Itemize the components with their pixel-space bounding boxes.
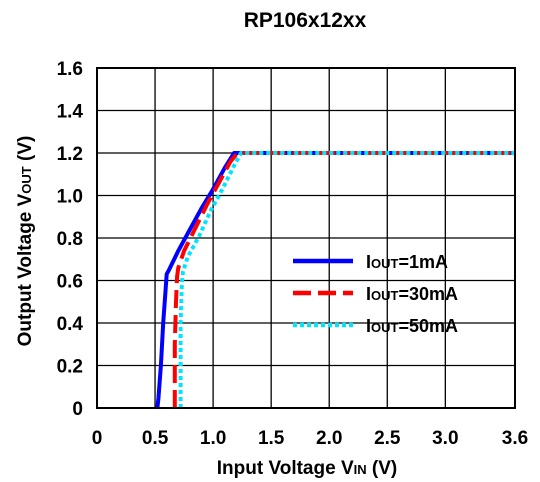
x-axis-label-unit: (V) [367,458,398,479]
y-tick-label: 1.2 [57,144,83,165]
x-tick-label: 2.0 [316,428,342,449]
y-tick-label: 0.8 [57,229,83,250]
x-tick-label: 3.0 [432,428,458,449]
x-axis-label: Input Voltage VIN (V) [217,458,397,479]
y-tick-label: 1.6 [57,59,83,80]
legend-label-rest: =1mA [398,252,448,272]
x-tick-label: 0 [92,428,103,449]
y-axis-label: Output Voltage VOUT (V) [15,136,36,347]
x-tick-label: 2.5 [374,428,401,449]
x-tick-labels: 0 0.5 1.0 1.5 2.0 2.5 3.0 3.6 [92,428,529,449]
legend-label-main: I [366,252,371,272]
legend-label-sub: OUT [371,288,399,303]
legend-label-1: IOUT=30mA [366,284,458,304]
x-tick-label: 3.6 [502,428,528,449]
series-lines [155,151,515,409]
x-tick-label: 1.0 [200,428,226,449]
legend-label-2: IOUT=50mA [366,316,458,336]
plot-frame [96,67,516,409]
series-line-1 [172,151,515,408]
y-tick-labels: 0 0.2 0.4 0.6 0.8 1.0 1.2 1.4 1.6 [57,59,84,420]
y-tick-label: 1.4 [57,102,84,123]
legend-label-sub: OUT [371,256,399,271]
y-axis-label-sub: OUT [19,166,34,194]
y-tick-label: 0 [72,399,83,420]
legend-label-main: I [366,316,371,336]
legend-label-sub: OUT [371,320,399,335]
y-axis-label-unit: (V) [15,136,36,167]
y-tick-label: 0.2 [57,357,83,378]
chart-title: RP106x12xx [244,9,367,32]
x-axis-label-sub: IN [354,462,367,477]
x-tick-label: 0.5 [142,428,169,449]
y-tick-label: 0.4 [57,314,84,335]
y-tick-label: 0.6 [57,272,83,293]
x-tick-label: 1.5 [258,428,285,449]
legend-label-rest: =30mA [398,284,458,304]
x-axis-label-main: Input Voltage V [217,458,354,479]
legend-label-0: IOUT=1mA [366,252,448,272]
y-tick-label: 1.0 [57,187,83,208]
legend-label-main: I [366,284,371,304]
series-line-2 [178,151,515,408]
legend-label-rest: =50mA [398,316,458,336]
y-axis-label-main: Output Voltage V [15,193,36,346]
